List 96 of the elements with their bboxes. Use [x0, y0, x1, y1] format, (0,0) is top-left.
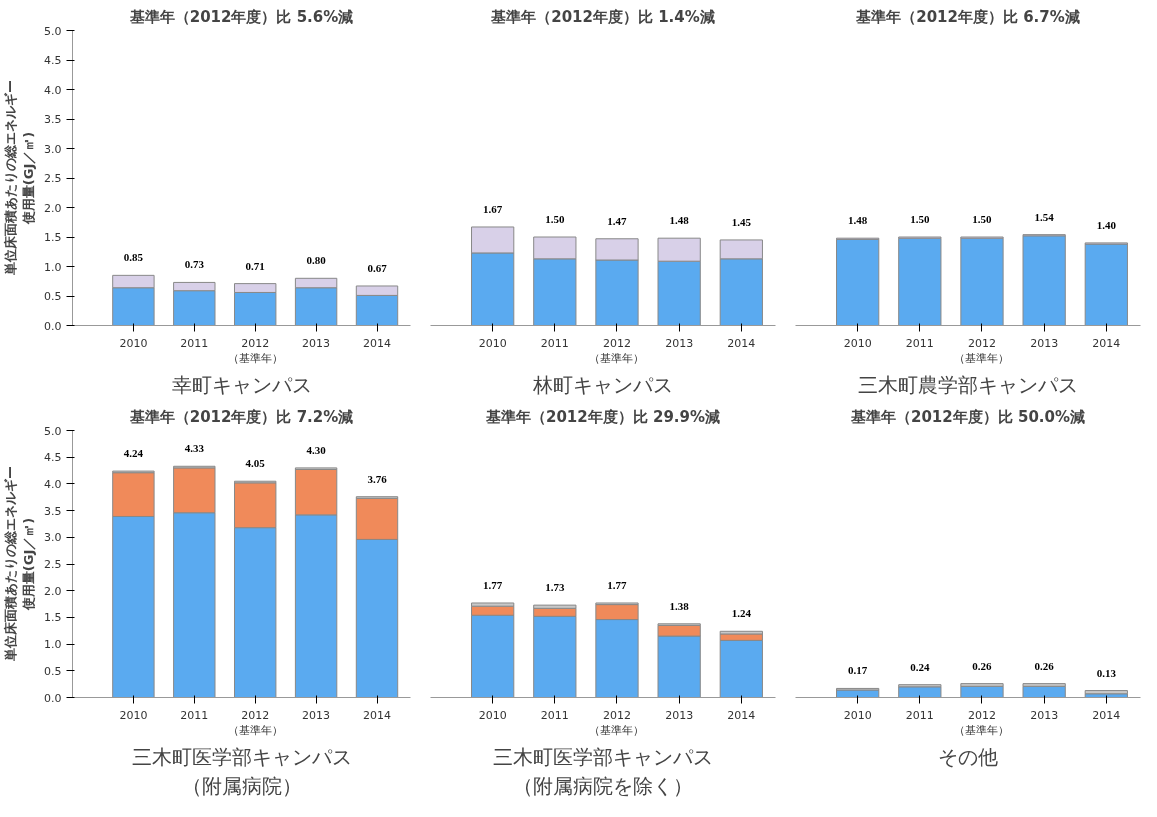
total-label: 1.45 [731, 215, 752, 228]
chart-title: 基準年（2012年度）比 50.0%減 [850, 407, 1086, 426]
y-tick-label: 2.5 [44, 558, 62, 571]
x-tick-label: 2014 [363, 336, 392, 350]
x-tick-label: 2014 [727, 336, 756, 350]
total-label: 0.13 [1096, 666, 1117, 679]
y-tick-label: 3.5 [44, 504, 62, 518]
y-tick-label: 3.0 [44, 142, 62, 156]
total-label: 3.76 [367, 472, 388, 485]
chart-title: 基準年（2012年度）比 1.4%減 [490, 7, 715, 26]
y-axis-title: 単位床面積あたりの総エネルギー使用量(GJ／㎡) [3, 80, 37, 277]
total-label: 0.26 [972, 659, 993, 672]
x-tick-label: 2011 [180, 708, 209, 722]
y-tick-label: 0.0 [44, 319, 62, 333]
total-label: 1.24 [731, 607, 752, 620]
total-label: 4.24 [123, 447, 144, 460]
total-label: 0.24 [910, 660, 930, 673]
total-label: 1.50 [545, 213, 565, 225]
total-label: 0.67 [367, 261, 388, 274]
total-label: 0.26 [1034, 659, 1055, 672]
x-tick-label: 2010 [843, 336, 872, 350]
y-tick-label: 4.5 [44, 54, 62, 67]
x-tick-label: 2011 [905, 336, 934, 350]
y-tick-label: 1.0 [44, 260, 62, 274]
total-label: 1.77 [607, 578, 628, 591]
total-label: 1.48 [848, 214, 868, 227]
y-tick-label: 5.0 [44, 424, 62, 438]
x-tick-label: 2014 [1092, 708, 1121, 722]
x-tick-label: 2013 [302, 336, 331, 350]
y-tick-label: 1.0 [44, 638, 62, 652]
x-tick-label: 2011 [180, 336, 209, 350]
x-tick-label: 2010 [478, 708, 507, 722]
total-label: 0.85 [123, 251, 144, 264]
y-tick-label: 2.0 [44, 584, 62, 598]
x-tick-label: 2014 [363, 708, 392, 722]
x-axis-title: 林町キャンパス [532, 373, 673, 398]
y-axis-title: 単位床面積あたりの総エネルギー使用量(GJ／㎡) [3, 466, 37, 663]
total-label: 4.30 [306, 443, 327, 456]
x-axis-title: 三木町医学部キャンパス（附属病院） [131, 745, 352, 798]
chart-title: 基準年（2012年度）比 5.6%減 [128, 7, 354, 26]
y-tick-label: 0.5 [44, 290, 62, 303]
y-tick-label: 4.5 [44, 451, 62, 465]
y-tick-label: 1.5 [44, 611, 62, 625]
y-tick-label: 2.0 [44, 201, 62, 215]
total-label: 1.40 [1096, 218, 1117, 231]
y-tick-label: 3.5 [44, 113, 62, 126]
x-tick-label: 2012 （基準年） [589, 336, 645, 366]
total-label: 1.50 [972, 213, 993, 225]
x-tick-label: 2010 [119, 336, 148, 350]
x-tick-label: 2013 [302, 708, 331, 722]
y-tick-label: 5.0 [44, 24, 62, 38]
total-label: 0.71 [245, 259, 265, 272]
x-tick-label: 2010 [119, 708, 148, 722]
x-tick-label: 2012 （基準年） [954, 708, 1010, 738]
y-tick-label: 2.5 [44, 172, 62, 185]
total-label: 1.67 [483, 202, 503, 215]
x-tick-label: 2011 [540, 708, 569, 722]
y-tick-label: 4.0 [44, 477, 62, 491]
x-axis-title: 三木町農学部キャンパス [858, 373, 1078, 398]
x-tick-label: 2013 [1030, 336, 1059, 350]
total-label: 1.47 [607, 214, 628, 227]
x-tick-label: 2013 [1030, 708, 1059, 722]
x-tick-label: 2014 [727, 708, 756, 722]
x-tick-label: 2010 [478, 336, 507, 350]
y-tick-label: 0.5 [44, 664, 62, 678]
chart-title: 基準年（2012年度）比 29.9%減 [485, 407, 721, 426]
chart-title: 基準年（2012年度）比 6.7%減 [855, 7, 1080, 26]
total-label: 1.77 [483, 578, 503, 591]
total-label: 1.73 [545, 581, 565, 594]
total-label: 0.73 [184, 258, 205, 271]
x-tick-label: 2012 （基準年） [227, 336, 283, 366]
total-label: 0.17 [848, 664, 868, 677]
x-axis-title: 幸町キャンパス [171, 373, 312, 398]
total-label: 1.48 [669, 214, 690, 227]
x-tick-label: 2012 （基準年） [589, 708, 645, 738]
x-tick-label: 2013 [665, 708, 694, 722]
x-tick-label: 2011 [540, 336, 569, 350]
y-tick-label: 1.5 [44, 231, 62, 244]
total-label: 4.05 [245, 457, 266, 470]
x-tick-label: 2013 [665, 336, 694, 350]
total-label: 1.50 [910, 213, 930, 225]
y-tick-label: 3.0 [44, 531, 62, 545]
y-tick-label: 0.0 [44, 691, 62, 705]
chart-title: 基準年（2012年度）比 7.2%減 [128, 407, 354, 426]
x-axis-title: 三木町医学部キャンパス（附属病院を除く） [493, 745, 713, 798]
x-tick-label: 2011 [905, 708, 934, 722]
total-label: 1.38 [669, 599, 690, 612]
x-tick-label: 2014 [1092, 336, 1121, 350]
total-label: 0.80 [306, 254, 327, 267]
x-tick-label: 2012 （基準年） [227, 708, 283, 738]
total-label: 1.54 [1034, 210, 1055, 223]
total-label: 4.33 [184, 442, 205, 455]
x-tick-label: 2012 （基準年） [954, 336, 1010, 366]
x-axis-title: その他 [938, 745, 998, 770]
x-tick-label: 2010 [843, 708, 872, 722]
y-tick-label: 4.0 [44, 83, 62, 97]
